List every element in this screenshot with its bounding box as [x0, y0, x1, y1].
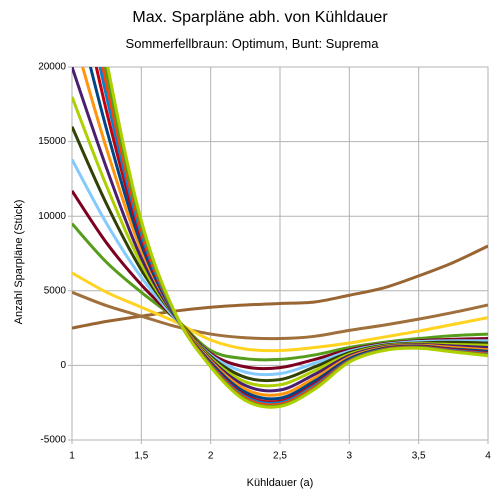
y-tick-label: -5000: [40, 435, 66, 446]
chart-subtitle: Sommerfellbraun: Optimum, Bunt: Suprema: [126, 36, 380, 51]
x-tick-label: 2: [208, 451, 214, 462]
chart-title: Max. Sparpläne abh. von Kühldauer: [132, 9, 388, 26]
y-tick-label: 5000: [44, 285, 67, 296]
plot-frame: [71, 66, 489, 441]
plot-lines: [72, 67, 488, 409]
y-tick-label: 10000: [38, 211, 66, 222]
x-tick-label: 3,5: [412, 451, 426, 462]
y-axis-label: Anzahl Sparpläne (Stück): [13, 200, 25, 325]
y-tick-label: 0: [60, 360, 66, 371]
series-line: [72, 222, 488, 362]
x-tick-label: 2,5: [273, 451, 287, 462]
x-tick-label: 1: [69, 451, 75, 462]
x-axis-label: Kühldauer (a): [247, 477, 314, 489]
series-line: [72, 290, 488, 341]
series-line: [72, 271, 488, 353]
y-tick-label: 15000: [38, 136, 66, 147]
x-tick-label: 3: [347, 451, 353, 462]
series-line: [106, 67, 488, 409]
x-tick-label: 4: [485, 451, 491, 462]
x-tick-label: 1,5: [134, 451, 148, 462]
y-tick-label: 20000: [38, 62, 66, 73]
